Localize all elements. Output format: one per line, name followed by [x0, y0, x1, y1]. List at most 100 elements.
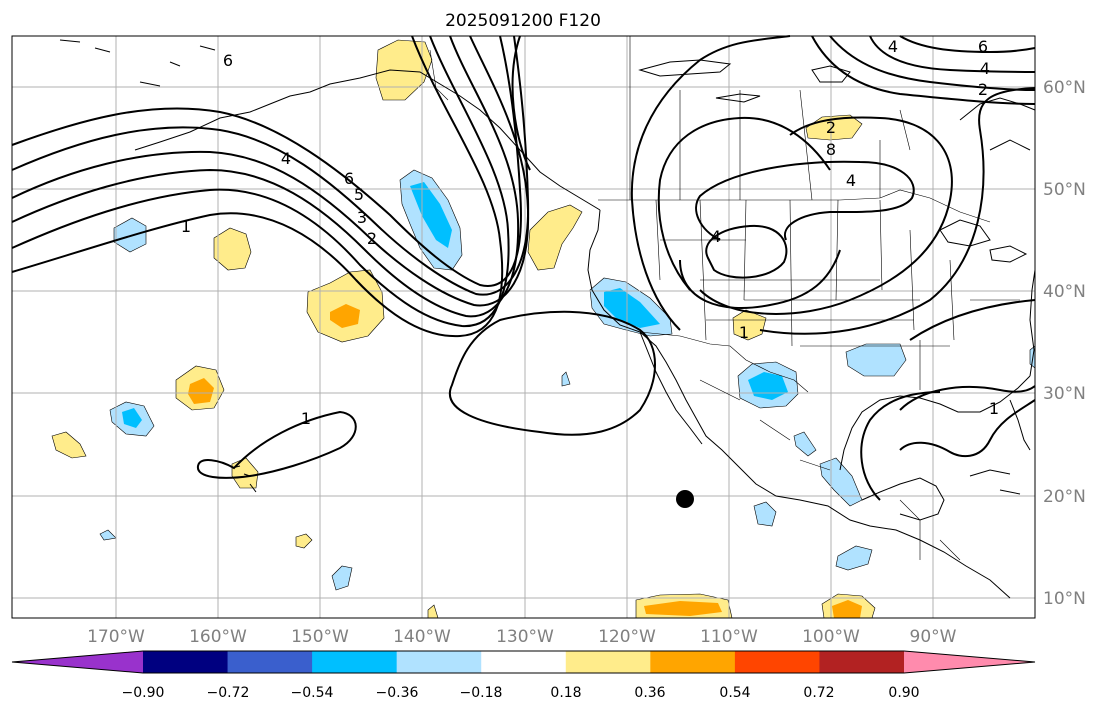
latitude-labels: 60°N 50°N 40°N 30°N 20°N 10°N: [1043, 78, 1086, 609]
lon-label: 120°W: [598, 627, 656, 647]
contour-label: 4: [281, 149, 291, 168]
baja-peninsula: [639, 331, 703, 445]
contour-label: 6: [223, 51, 233, 70]
lat-label: 60°N: [1043, 78, 1086, 98]
alaska-islands: [59, 39, 216, 87]
colorbar-segment: [312, 651, 398, 673]
shade-positive-hawaii: [231, 457, 259, 489]
contour-label: 6: [344, 169, 354, 188]
shade-negative-pacific-3: [331, 565, 353, 591]
political-borders: [429, 36, 1020, 561]
colorbar-segment: [650, 651, 736, 673]
lon-label: 110°W: [700, 627, 758, 647]
gridlines: [12, 36, 1035, 618]
mexico-state-lines: [699, 379, 961, 561]
colorbar-segment: [565, 651, 651, 673]
colorbar-outline: [11, 650, 1036, 674]
contour-label: 2: [826, 118, 836, 137]
longitude-labels: 170°W 160°W 150°W 140°W 130°W 120°W 110°…: [87, 627, 957, 647]
shade-positive-sw-us: [732, 309, 767, 341]
contour-line: [860, 391, 941, 501]
lon-label: 150°W: [291, 627, 349, 647]
contour-line: [11, 35, 522, 287]
contour-line: [699, 116, 953, 315]
contour-line: [196, 410, 357, 479]
contour-line: [909, 299, 1036, 341]
colorbar-segment: [143, 651, 229, 673]
contour-line: [899, 399, 1036, 458]
shade-positive-south-2-core: [832, 600, 862, 618]
contour-label: 4: [980, 59, 990, 78]
storm-center-marker: [676, 490, 694, 508]
colorbar-tick-label: −0.90: [122, 685, 165, 701]
us-mexico-border: [639, 331, 809, 393]
lon-label: 140°W: [393, 627, 451, 647]
yucatan: [861, 477, 945, 521]
contour-line: [759, 87, 1036, 335]
contour-label: 1: [739, 323, 749, 342]
colorbar-tick-label: 0.90: [888, 685, 919, 701]
contour-label: 4: [888, 37, 898, 56]
shade-negative-mexico-1: [793, 431, 817, 457]
contour-label: 2: [978, 80, 988, 99]
canada-east-coast: [959, 97, 1036, 151]
colorbar-extend-low: [12, 651, 143, 673]
shade-negative-south-us: [845, 343, 907, 377]
map-title: 2025091200 F120: [445, 11, 601, 31]
florida: [1009, 399, 1031, 451]
shade-positive-pacific-4: [51, 431, 87, 459]
contours: [11, 35, 1036, 501]
shade-positive-nw-offshore: [527, 204, 583, 271]
lat-label: 10°N: [1043, 589, 1086, 609]
contour-label: 1: [989, 399, 999, 418]
colorbar: [11, 650, 1036, 674]
colorbar-segment: [396, 651, 482, 673]
hudson-bay: [811, 65, 851, 83]
east-coast: [1029, 269, 1036, 377]
shade-negative-pacific-2-core: [122, 408, 142, 428]
contour-label: 2: [367, 229, 377, 248]
shade-negative-mexico-3: [753, 501, 777, 527]
colorbar-tick-label: −0.72: [207, 685, 250, 701]
shade-positive-alaska-gulf: [375, 39, 433, 101]
lon-label: 170°W: [87, 627, 145, 647]
colorbar-segment: [734, 651, 820, 673]
lat-label: 30°N: [1043, 384, 1086, 404]
lat-label: 50°N: [1043, 180, 1086, 200]
shade-positive-south-1-core: [644, 601, 722, 616]
contour-label: 4: [711, 227, 721, 246]
colorbar-tick-label: −0.18: [460, 685, 503, 701]
colorbar-segment: [227, 651, 313, 673]
contour-label: 1: [181, 217, 191, 236]
contour-label: 3: [357, 208, 367, 227]
contour-line: [679, 249, 841, 309]
gulf-coast: [839, 375, 1031, 471]
shade-negative-california-core: [604, 288, 660, 328]
contour-line: [869, 35, 1036, 73]
lat-label: 20°N: [1043, 487, 1086, 507]
colorbar-segment: [819, 651, 905, 673]
arctic-islands: [638, 59, 761, 103]
canada-province-lines: [629, 36, 911, 201]
colorbar-tick-labels: −0.90 −0.72 −0.54 −0.36 −0.18 0.18 0.36 …: [122, 685, 920, 701]
shade-positive-pacific-3-core: [188, 378, 214, 404]
shade-positive-small-1: [295, 533, 313, 549]
lon-label: 100°W: [802, 627, 860, 647]
coastlines: [59, 39, 1036, 599]
colorbar-tick-label: 0.72: [803, 685, 834, 701]
colorbar-tick-label: 0.36: [634, 685, 665, 701]
caribbean: [969, 469, 1021, 495]
colorbar-tick-label: −0.54: [291, 685, 334, 701]
contour-line: [695, 160, 915, 241]
lon-label: 90°W: [910, 627, 957, 647]
contour-label: 6: [978, 37, 988, 56]
contour-line: [449, 310, 656, 436]
contour-line: [705, 224, 788, 279]
contour-line: [11, 35, 510, 328]
contour-label: 4: [846, 171, 856, 190]
contour-line: [630, 35, 791, 331]
contour-label-group: 6 4 2 6 4 1 6 5 3 2 4 4 2 8 4 1 1 1: [181, 37, 999, 428]
contour-line: [899, 385, 1036, 411]
contour-line: [899, 35, 1036, 54]
colorbar-tick-label: 0.18: [550, 685, 581, 701]
